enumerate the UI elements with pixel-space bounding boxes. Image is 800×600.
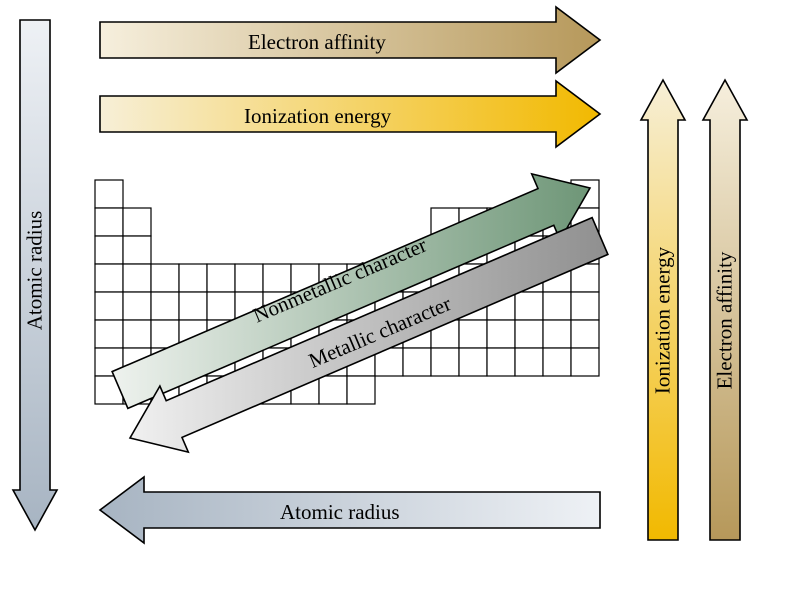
electron-affinity-h-label: Electron affinity: [248, 30, 386, 55]
periodic-cell: [207, 264, 235, 292]
periodic-cell: [123, 292, 151, 320]
periodic-cell: [431, 348, 459, 376]
periodic-cell: [515, 320, 543, 348]
periodic-cell: [515, 348, 543, 376]
periodic-cell: [571, 320, 599, 348]
periodic-cell: [543, 320, 571, 348]
periodic-cell: [179, 264, 207, 292]
periodic-cell: [347, 376, 375, 404]
periodic-cell: [151, 264, 179, 292]
periodic-cell: [263, 264, 291, 292]
electron-affinity-v-label: Electron affinity: [713, 241, 738, 401]
periodic-cell: [571, 292, 599, 320]
ionization-v-label: Ionization energy: [651, 241, 676, 401]
periodic-cell: [515, 292, 543, 320]
periodic-cell: [571, 348, 599, 376]
periodic-cell: [543, 348, 571, 376]
periodic-cell: [179, 292, 207, 320]
periodic-cell: [123, 320, 151, 348]
atomic-radius-v-label: Atomic radius: [23, 191, 48, 351]
ionization-h-label: Ionization energy: [244, 104, 391, 129]
periodic-cell: [123, 264, 151, 292]
periodic-cell: [459, 320, 487, 348]
periodic-cell: [487, 320, 515, 348]
periodic-cell: [151, 292, 179, 320]
atomic-radius-h-label: Atomic radius: [280, 500, 400, 525]
periodic-cell: [123, 208, 151, 236]
periodic-cell: [95, 292, 123, 320]
periodic-cell: [95, 180, 123, 208]
periodic-cell: [543, 292, 571, 320]
periodic-cell: [95, 320, 123, 348]
periodic-cell: [95, 264, 123, 292]
periodic-cell: [95, 208, 123, 236]
periodic-cell: [319, 376, 347, 404]
periodic-cell: [207, 292, 235, 320]
periodic-cell: [403, 348, 431, 376]
periodic-cell: [123, 236, 151, 264]
periodic-cell: [95, 236, 123, 264]
periodic-cell: [235, 264, 263, 292]
periodic-cell: [487, 348, 515, 376]
periodic-cell: [459, 348, 487, 376]
